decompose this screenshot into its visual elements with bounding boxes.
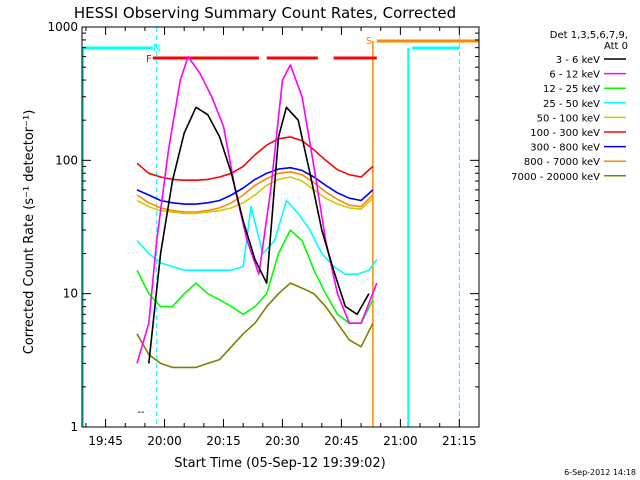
- series-line-3: [136, 199, 378, 275]
- flag-annotation-0: F: [146, 54, 152, 65]
- legend-header-0: Det 1,3,5,6,7,9,: [550, 30, 628, 41]
- x-tick-label: 20:45: [324, 434, 359, 448]
- legend-label-1: 6 - 12 keV: [549, 70, 600, 81]
- legend-label-4: 50 - 100 keV: [537, 113, 601, 124]
- y-tick-label: 10: [63, 287, 78, 301]
- x-tick-label: 21:15: [442, 434, 477, 448]
- legend-label-8: 7000 - 20000 keV: [511, 172, 600, 183]
- x-tick-label: 21:00: [383, 434, 418, 448]
- axes-frame: [81, 26, 480, 428]
- timestamp: 6-Sep-2012 14:18: [564, 468, 636, 477]
- series-line-0: [148, 106, 370, 364]
- x-axis-label: Start Time (05-Sep-12 19:39:02): [174, 456, 385, 471]
- x-tick-label: 20:15: [206, 434, 241, 448]
- series-line-1: [136, 55, 378, 364]
- legend-label-5: 100 - 300 keV: [530, 128, 600, 139]
- series-line-2: [136, 229, 374, 324]
- series-line-6: [136, 166, 374, 205]
- series-line-7: [136, 171, 374, 213]
- series-line-8: [136, 282, 374, 369]
- legend-label-7: 800 - 7000 keV: [524, 157, 600, 168]
- legend: Det 1,3,5,6,7,9,Att 0 3 - 6 keV 6 - 12 keV…: [511, 30, 628, 183]
- legend-label-6: 300 - 800 keV: [530, 143, 600, 154]
- x-tick-label: 20:30: [265, 434, 300, 448]
- y-tick-label: 100: [55, 153, 78, 167]
- legend-label-2: 12 - 25 keV: [543, 84, 600, 95]
- legend-label-0: 3 - 6 keV: [556, 55, 600, 66]
- axes: 1 10 100 1000 19:45 20:00 20:15 20:30 20:45 21:00…: [47, 20, 480, 448]
- plot-area: FN S --: [82, 27, 479, 427]
- x-tick-label: 19:45: [88, 434, 123, 448]
- x-tick-label: 20:00: [147, 434, 182, 448]
- y-tick-label: 1: [70, 420, 78, 434]
- y-tick-label: 1000: [47, 20, 78, 34]
- legend-header-1: Att 0: [604, 41, 628, 52]
- series-line-5: [136, 136, 374, 181]
- flag-annotation-1: N: [153, 43, 160, 54]
- chart-title: HESSI Observing Summary Count Rates, Cor…: [74, 4, 456, 22]
- flag-annotation-3: --: [137, 407, 145, 418]
- flag-annotation-2: S: [366, 36, 372, 47]
- series-line-4: [136, 176, 374, 215]
- y-axis-label: Corrected Count Rate (s⁻¹ detector⁻¹): [22, 110, 37, 355]
- legend-label-3: 25 - 50 keV: [543, 99, 600, 110]
